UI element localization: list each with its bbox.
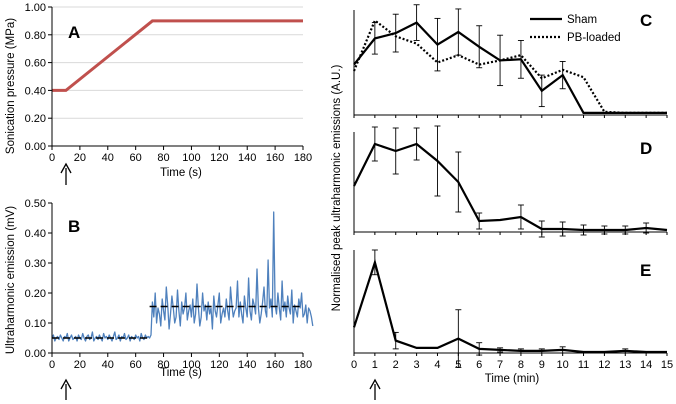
panel-b-y-tick-label: 0.50 [25,198,46,210]
panel-e-x-tick-label: 0 [351,359,357,371]
panel-a-x-tick-label: 40 [102,152,114,164]
panel-b-x-tick-label: 60 [130,359,142,371]
panel-b-xlabel: Time (s) [160,367,202,379]
panel-b: 0 20 40 60 80 100 120 140 160 180 0.00 0.10 0.20 0.30… [5,198,314,400]
panel-b-ylabel: Ultraharmonic emission (mV) [5,206,17,354]
panel-b-x-tick-label: 0 [49,359,55,371]
panel-b-x-tick-label: 100 [182,359,200,371]
panel-a-x-tick-label: 180 [294,152,312,164]
panel-a-y-tick-label: 0.40 [25,85,46,97]
panel-b-x-tick-label: 20 [74,359,86,371]
panel-c-series-pb-loaded [352,18,667,115]
panel-e-x-tick-label: 2 [393,359,399,371]
panel-e-x-tick-label: 8 [518,359,524,371]
panel-e-x-tick-label: 7 [497,359,503,371]
panel-b-x-tick-label: 80 [157,359,169,371]
panel-e-x-tick-label: 9 [539,359,545,371]
panel-cde-ylabel: Normalised peak ultraharmonic emissions … [331,64,343,311]
panel-b-x-tick-label: 120 [210,359,228,371]
panel-a: 0 20 40 60 80 100 120 140 160 180 0.00 0.20 0.40 0.60… [5,2,312,185]
panel-a-x-tick-label: 140 [238,152,256,164]
panel-e-x-tick-label: 12 [598,359,610,371]
panel-b-x-tick-label: 160 [266,359,284,371]
legend-pb-label: PB-loaded [567,32,621,44]
panel-e-label: E [640,261,651,280]
panel-e-x-tick-label: 14 [640,359,652,371]
panel-e-arrow [369,378,381,400]
panel-e-x-tick-label: 13 [619,359,631,371]
panel-b-x-tick-label: 40 [102,359,114,371]
panel-b-x-tick-label: 140 [238,359,256,371]
panel-a-label: A [68,23,80,42]
panel-d: D [353,125,668,238]
panel-a-x-tick-label: 20 [74,152,86,164]
legend-sham-label: Sham [567,14,597,26]
panel-e-xlabel: Time (min) [485,373,540,385]
panel-a-y-tick-label: 0.00 [25,141,46,153]
emission-line [51,211,314,342]
panel-e-x-tick-label: 5 [455,359,461,371]
panel-e-x-tick-label: 6 [476,359,482,371]
panel-b-x-tick-label: 180 [294,359,312,371]
panel-c-legend: Sham PB-loaded [530,14,621,44]
panel-b-y-tick-label: 0.10 [25,318,46,330]
panel-b-y-tick-label: 0.20 [25,288,46,300]
panel-c: C Sham PB-loaded [352,4,668,118]
panel-a-arrow [60,162,72,185]
panel-a-x-tick-label: 0 [49,152,55,164]
panel-e-x-tick-label: 10 [557,359,569,371]
panel-a-x-tick-label: 120 [210,152,228,164]
panel-e-series-sham [352,258,667,354]
panel-a-ylabel: Sonication pressure (MPa) [5,18,17,154]
panel-b-label: B [68,217,80,236]
panel-a-x-tick-label: 80 [157,152,169,164]
panel-b-arrow [60,378,72,400]
panel-b-y-tick-label: 0.00 [25,348,46,360]
panel-e-x-tick-label: 4 [434,359,440,371]
panel-e-x-tick-label: 3 [414,359,420,371]
panel-e: 0 1 2 3 4 5 6 7 8 9 10 11 12 13 14 15 E Time (min) Norm… [331,64,673,400]
pressure-line [52,19,303,92]
panel-a-x-tick-label: 60 [130,152,142,164]
panel-b-y-tick-label: 0.30 [25,258,46,270]
panel-a-x-tick-label: 160 [266,152,284,164]
panel-a-y-tick-label: 0.20 [25,113,46,125]
panel-a-x-tick-label: 100 [182,152,200,164]
panel-e-x-tick-label: 11 [578,359,589,371]
panel-e-x-tick-label: 1 [372,359,378,371]
panel-a-xlabel: Time (s) [160,167,202,179]
panel-b-y-tick-label: 0.40 [25,228,46,240]
panel-a-y-tick-label: 0.60 [25,58,46,70]
panel-a-y-tick-label: 1.00 [25,2,46,14]
panel-a-y-tick-label: 0.80 [25,30,46,42]
panel-d-label: D [640,139,652,158]
panel-e-x-tick-label: 15 [661,359,673,371]
panel-c-label: C [640,11,652,30]
panel-d-series-sham [353,142,668,232]
